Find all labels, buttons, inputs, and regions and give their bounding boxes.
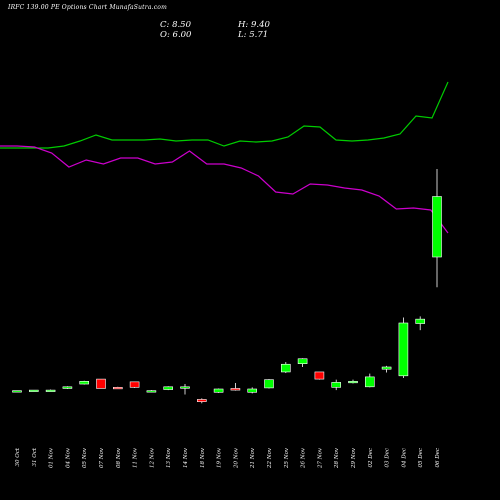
candle-body xyxy=(247,388,257,393)
candle-body xyxy=(348,380,358,384)
x-tick-label: 01 Nov xyxy=(49,447,55,468)
candle-body xyxy=(297,358,308,364)
x-tick-label: 12 Nov xyxy=(149,447,155,468)
x-tick-label: 28 Nov xyxy=(334,447,340,469)
candle-body xyxy=(381,366,392,370)
x-tick-label: 06 Dec xyxy=(435,448,441,468)
x-tick-label: 18 Nov xyxy=(200,447,206,468)
candle-body xyxy=(415,318,426,324)
x-tick-label: 04 Dec xyxy=(401,448,407,468)
x-tick-label: 27 Nov xyxy=(317,447,323,469)
candle-body xyxy=(146,390,157,393)
indicator-line-1 xyxy=(0,81,449,149)
x-tick-label: 11 Nov xyxy=(133,447,139,468)
x-tick-label: 30 Oct xyxy=(15,447,21,466)
x-tick-label: 05 Nov xyxy=(82,447,88,468)
candle-body xyxy=(12,390,22,393)
candle-body xyxy=(197,399,207,402)
x-tick-label: 05 Dec xyxy=(418,448,424,468)
candle-body xyxy=(180,386,190,389)
chart-title: IRFC 139.00 PE Options Chart MunafaSutra… xyxy=(8,4,167,11)
x-tick-label: 07 Nov xyxy=(99,447,105,468)
x-tick-label: 03 Dec xyxy=(385,448,391,468)
candle-body xyxy=(230,388,241,391)
candle-body xyxy=(62,386,73,389)
open-value: O: 6.00 xyxy=(160,30,192,40)
x-tick-label: 08 Nov xyxy=(116,447,122,468)
x-tick-label: 26 Nov xyxy=(301,447,307,469)
close-value: C: 8.50 xyxy=(160,20,191,30)
x-tick-label: 02 Dec xyxy=(368,448,374,468)
candle-body xyxy=(432,196,442,258)
candle-body xyxy=(331,382,342,388)
x-tick-label: 14 Nov xyxy=(183,447,189,468)
x-tick-label: 19 Nov xyxy=(217,447,223,468)
low-value: L: 5.71 xyxy=(238,30,269,40)
x-tick-label: 25 Nov xyxy=(284,447,290,469)
x-tick-label: 20 Nov xyxy=(233,447,239,469)
x-tick-label: 29 Nov xyxy=(351,447,357,469)
candle-body xyxy=(213,388,224,393)
candle-body xyxy=(45,389,56,392)
candle-body xyxy=(314,371,325,380)
candle-body xyxy=(129,381,140,388)
x-tick-label: 13 Nov xyxy=(166,447,172,468)
candle-body xyxy=(264,379,274,389)
x-tick-label: 31 Oct xyxy=(32,447,38,466)
x-tick-label: 22 Nov xyxy=(267,447,273,469)
candle-body xyxy=(364,376,375,388)
indicator-line-2 xyxy=(0,145,449,234)
candle-body xyxy=(96,378,106,389)
candle-body xyxy=(280,363,291,373)
x-tick-label: 21 Nov xyxy=(250,447,256,469)
candle-body xyxy=(79,380,89,385)
candle-body xyxy=(163,386,173,390)
candle-body xyxy=(28,389,39,392)
high-value: H: 9.40 xyxy=(238,20,270,30)
candle-body xyxy=(113,387,123,390)
candle-body xyxy=(398,322,409,377)
x-tick-label: 04 Nov xyxy=(65,447,71,468)
